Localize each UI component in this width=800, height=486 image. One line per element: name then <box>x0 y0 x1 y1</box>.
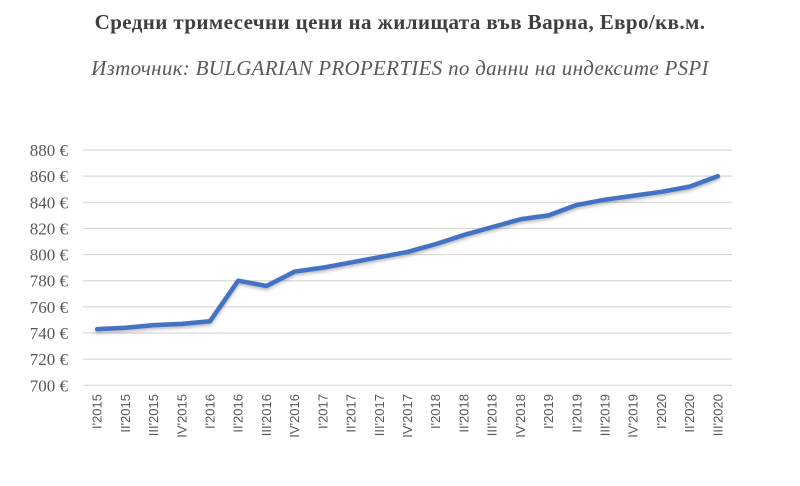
x-axis-tick-label: IV'2018 <box>513 394 528 438</box>
y-axis-tick-label: 880 € <box>30 141 69 160</box>
y-axis-tick-label: 800 € <box>30 246 69 265</box>
price-line-series <box>94 173 721 332</box>
x-axis-tick-label: IV'2016 <box>287 394 302 438</box>
x-axis-tick-label: I'2015 <box>90 394 105 429</box>
x-axis-tick-label: II'2018 <box>456 394 471 433</box>
chart-subtitle: Източник: BULGARIAN PROPERTIES по данни … <box>91 56 709 80</box>
x-axis-tick-label: I'2018 <box>428 394 443 429</box>
chart-title: Средни тримесечни цени на жилищата във В… <box>94 10 706 34</box>
x-axis-tick-label: I'2016 <box>202 394 217 429</box>
x-axis-tick-label: III'2019 <box>598 394 613 436</box>
y-axis-tick-label: 720 € <box>30 350 69 369</box>
x-axis-tick-label: III'2015 <box>146 394 161 436</box>
x-axis-tick-label: IV'2015 <box>174 394 189 438</box>
x-axis-tick-label: III'2018 <box>485 394 500 436</box>
x-axis-tick-label: II'2015 <box>118 394 133 433</box>
x-axis-tick-label: III'2017 <box>372 394 387 436</box>
y-axis-tick-label: 780 € <box>30 272 69 291</box>
y-axis-tick-label: 760 € <box>30 298 69 317</box>
y-axis-tick-label: 700 € <box>30 376 69 395</box>
x-axis-tick-label: I'2020 <box>654 394 669 429</box>
x-axis-tick-label: IV'2019 <box>626 394 641 438</box>
x-axis-tick-label: II'2019 <box>569 394 584 433</box>
x-axis-tick-label: I'2017 <box>315 394 330 429</box>
x-axis-tick-label: I'2019 <box>541 394 556 429</box>
y-axis-tick-label: 740 € <box>30 324 69 343</box>
y-axis-tick-label: 840 € <box>30 193 69 212</box>
x-axis-tick-label: II'2020 <box>682 394 697 433</box>
x-axis-tick-label: II'2017 <box>344 394 359 433</box>
y-axis-tick-label: 820 € <box>30 219 69 238</box>
y-axis-tick-label: 860 € <box>30 167 69 186</box>
x-axis-tick-label: III'2016 <box>259 394 274 436</box>
x-axis-tick-label: IV'2017 <box>400 394 415 438</box>
x-axis-tick-label: III'2020 <box>710 394 725 436</box>
x-axis-tick-label: II'2016 <box>231 394 246 433</box>
